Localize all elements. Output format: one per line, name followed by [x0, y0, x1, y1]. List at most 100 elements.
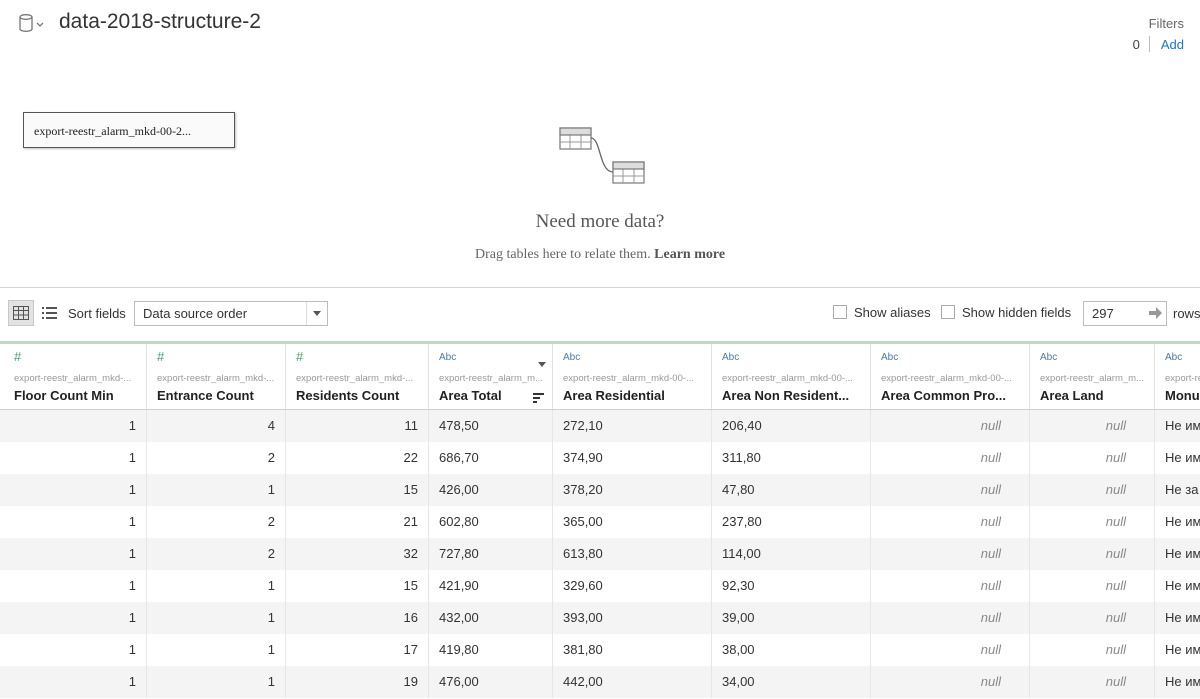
table-row: 1 2 22 686,70 374,90 311,80 null null Не им: [0, 442, 1200, 474]
column-source: export-reestr_alarm_mkd-...: [157, 373, 275, 384]
logical-table-chip[interactable]: export-reestr_alarm_mkd-00-2...: [23, 112, 235, 148]
column-name[interactable]: Area Common Pro...: [881, 388, 1006, 403]
number-type-icon[interactable]: #: [157, 349, 165, 364]
table-cell: null: [871, 410, 1030, 442]
table-cell: 374,90: [553, 442, 712, 474]
table-cell: 16: [286, 602, 429, 634]
string-type-icon[interactable]: Abc: [1165, 352, 1183, 363]
table-cell: 421,90: [429, 570, 553, 602]
table-cell: 21: [286, 506, 429, 538]
list-view-icon[interactable]: [40, 300, 58, 326]
table-cell: null: [1030, 570, 1155, 602]
table-cell: null: [1030, 634, 1155, 666]
column-name[interactable]: Area Land: [1040, 388, 1104, 403]
table-cell: 378,20: [553, 474, 712, 506]
column-header[interactable]: Abc export-reestr_alarm_mkd-00-... Area …: [871, 344, 1030, 410]
table-cell: 1: [4, 410, 147, 442]
column-name[interactable]: Area Total: [439, 388, 502, 403]
table-cell: 727,80: [429, 538, 553, 570]
table-cell: 2: [147, 506, 286, 538]
string-type-icon[interactable]: Abc: [881, 352, 899, 363]
column-name[interactable]: Monur: [1165, 388, 1200, 403]
table-cell: 1: [4, 602, 147, 634]
column-source: export-reestr_alarm_m...: [1040, 373, 1145, 384]
table-cell: 38,00: [712, 634, 871, 666]
show-hidden-fields-checkbox[interactable]: [941, 305, 955, 319]
rows-count-input[interactable]: 297: [1083, 301, 1167, 326]
rows-label: rows: [1173, 306, 1200, 321]
table-cell: 329,60: [553, 570, 712, 602]
table-cell: null: [871, 570, 1030, 602]
datasource-cylinder-icon[interactable]: [18, 13, 46, 35]
show-aliases-label[interactable]: Show aliases: [854, 305, 931, 320]
table-cell: 92,30: [712, 570, 871, 602]
drag-tables-hint: Drag tables here to relate them. Learn m…: [0, 247, 1200, 263]
number-type-icon[interactable]: #: [14, 349, 22, 364]
header-divider: [0, 409, 1200, 410]
table-cell: null: [871, 634, 1030, 666]
column-name[interactable]: Area Residential: [563, 388, 665, 403]
show-hidden-fields-label[interactable]: Show hidden fields: [962, 305, 1072, 320]
column-menu-caret-icon[interactable]: [538, 354, 546, 372]
sort-fields-select[interactable]: Data source order: [134, 301, 328, 326]
table-cell: null: [871, 602, 1030, 634]
table-cell: 1: [4, 570, 147, 602]
add-filter-link[interactable]: Add: [1160, 36, 1184, 52]
table-cell: 381,80: [553, 634, 712, 666]
column-header[interactable]: # export-reestr_alarm_mkd-... Residents …: [286, 344, 429, 410]
table-cell: Не им: [1165, 450, 1200, 465]
table-cell: 17: [286, 634, 429, 666]
canvas-grid-divider[interactable]: [0, 287, 1200, 288]
column-header[interactable]: # export-reestr_alarm_mkd-... Floor Coun…: [4, 344, 147, 410]
table-cell: 1: [4, 474, 147, 506]
table-cell: Не им: [1165, 642, 1200, 657]
table-row: 1 1 15 426,00 378,20 47,80 null null Не за: [0, 474, 1200, 506]
relationship-canvas[interactable]: export-reestr_alarm_mkd-00-2... Need mor…: [0, 60, 1200, 287]
table-cell: null: [1030, 666, 1155, 698]
column-name[interactable]: Floor Count Min: [14, 388, 114, 403]
column-header[interactable]: Abc export-reestr_alarm_m... Area Total: [429, 344, 553, 410]
table-cell: null: [871, 666, 1030, 698]
column-header[interactable]: Abc export-reestr_alarm_mkd-00-... Area …: [553, 344, 712, 410]
column-name[interactable]: Entrance Count: [157, 388, 254, 403]
column-source: export-reestr_alarm_mkd-00-...: [881, 373, 1012, 384]
apply-rows-arrow-icon[interactable]: [1147, 303, 1163, 330]
table-cell: 1: [4, 442, 147, 474]
table-cell: Не им: [1165, 418, 1200, 433]
chevron-down-icon[interactable]: [306, 302, 327, 325]
column-header[interactable]: Abc export-reestr_alarm_m... Area Land: [1030, 344, 1155, 410]
datasource-title[interactable]: data-2018-structure-2: [59, 10, 261, 33]
table-cell: null: [1030, 474, 1155, 506]
sort-icon[interactable]: [533, 390, 544, 408]
table-cell: 34,00: [712, 666, 871, 698]
string-type-icon[interactable]: Abc: [563, 352, 581, 363]
table-cell: 22: [286, 442, 429, 474]
string-type-icon[interactable]: Abc: [722, 352, 740, 363]
number-type-icon[interactable]: #: [296, 349, 304, 364]
table-cell: 1: [4, 666, 147, 698]
string-type-icon[interactable]: Abc: [1040, 352, 1058, 363]
table-cell: 686,70: [429, 442, 553, 474]
show-aliases-checkbox[interactable]: [833, 305, 847, 319]
table-cell: 419,80: [429, 634, 553, 666]
column-header[interactable]: Abc export-re Monur: [1155, 344, 1200, 410]
table-row: 1 1 16 432,00 393,00 39,00 null null Не им: [0, 602, 1200, 634]
column-name[interactable]: Area Non Resident...: [722, 388, 850, 403]
table-cell: 47,80: [712, 474, 871, 506]
learn-more-link[interactable]: Learn more: [654, 247, 726, 262]
column-header[interactable]: # export-reestr_alarm_mkd-... Entrance C…: [147, 344, 286, 410]
table-cell: 15: [286, 474, 429, 506]
table-cell: Не им: [1165, 674, 1200, 689]
string-type-icon[interactable]: Abc: [439, 352, 457, 363]
table-cell: 1: [147, 634, 286, 666]
grid-view-icon[interactable]: [8, 300, 34, 326]
filters-divider: [1148, 36, 1150, 52]
table-cell: 1: [4, 538, 147, 570]
column-header[interactable]: Abc export-reestr_alarm_mkd-00-... Area …: [712, 344, 871, 410]
table-cell: 4: [147, 410, 286, 442]
table-cell: 1: [147, 602, 286, 634]
table-cell: 311,80: [712, 442, 871, 474]
table-cell: 206,40: [712, 410, 871, 442]
table-cell: Не им: [1165, 578, 1200, 593]
column-name[interactable]: Residents Count: [296, 388, 400, 403]
